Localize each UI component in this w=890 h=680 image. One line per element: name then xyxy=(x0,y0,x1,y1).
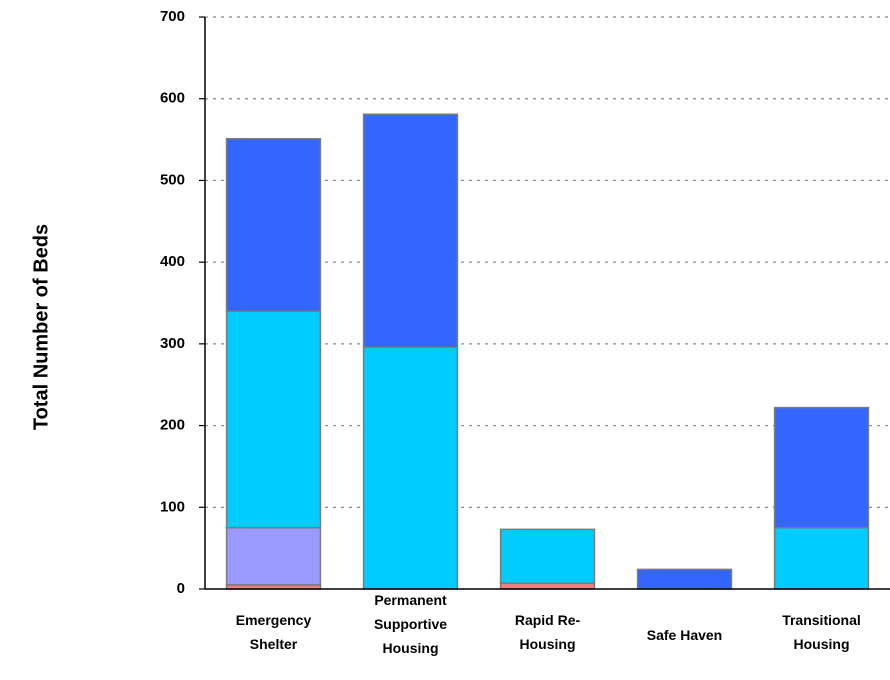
y-tick-label: 100 xyxy=(160,498,185,515)
category-label-line: Housing xyxy=(520,636,576,652)
bar-segment xyxy=(499,582,596,590)
y-tick-label: 200 xyxy=(160,417,185,434)
bar-segment xyxy=(773,406,870,529)
bar-segment xyxy=(362,346,459,590)
y-tick-label: 600 xyxy=(160,90,185,107)
y-tick-label: 400 xyxy=(160,253,185,270)
bars xyxy=(225,113,870,590)
y-tick-label: 700 xyxy=(160,8,185,25)
bar-segment xyxy=(362,113,459,348)
category-label-line: Safe Haven xyxy=(647,627,722,643)
category-label: Permanent Supportive Housing xyxy=(374,592,447,656)
category-label: Safe Haven xyxy=(647,627,722,643)
bar-segment xyxy=(225,526,322,586)
y-tick-label: 500 xyxy=(160,171,185,188)
bar-segment xyxy=(773,526,870,590)
y-axis-title: Total Number of Beds xyxy=(30,224,52,430)
category-label-line: Supportive xyxy=(374,616,447,632)
category-label-line: Housing xyxy=(383,640,439,656)
category-labels: Emergency Shelter Permanent Supportive Housi… xyxy=(236,592,861,656)
y-tick-label: 300 xyxy=(160,335,185,352)
category-label-line: Rapid Re- xyxy=(515,612,581,628)
category-label: Emergency Shelter xyxy=(236,612,312,652)
axes xyxy=(204,17,890,590)
bar-segment xyxy=(225,310,322,529)
category-label-line: Housing xyxy=(794,636,850,652)
bar-segment xyxy=(499,528,596,585)
category-label-line: Permanent xyxy=(374,592,447,608)
category-label: Rapid Re- Housing xyxy=(515,612,581,652)
category-label-line: Shelter xyxy=(250,636,298,652)
category-label: Transitional Housing xyxy=(782,612,861,652)
category-label-line: Emergency xyxy=(236,612,312,628)
bar-segment xyxy=(225,138,322,312)
category-label-line: Transitional xyxy=(782,612,861,628)
y-tick-label: 0 xyxy=(177,580,185,597)
bar-segment xyxy=(636,568,733,590)
y-tick-labels: 0 100 200 300 400 500 600 700 xyxy=(160,8,205,597)
